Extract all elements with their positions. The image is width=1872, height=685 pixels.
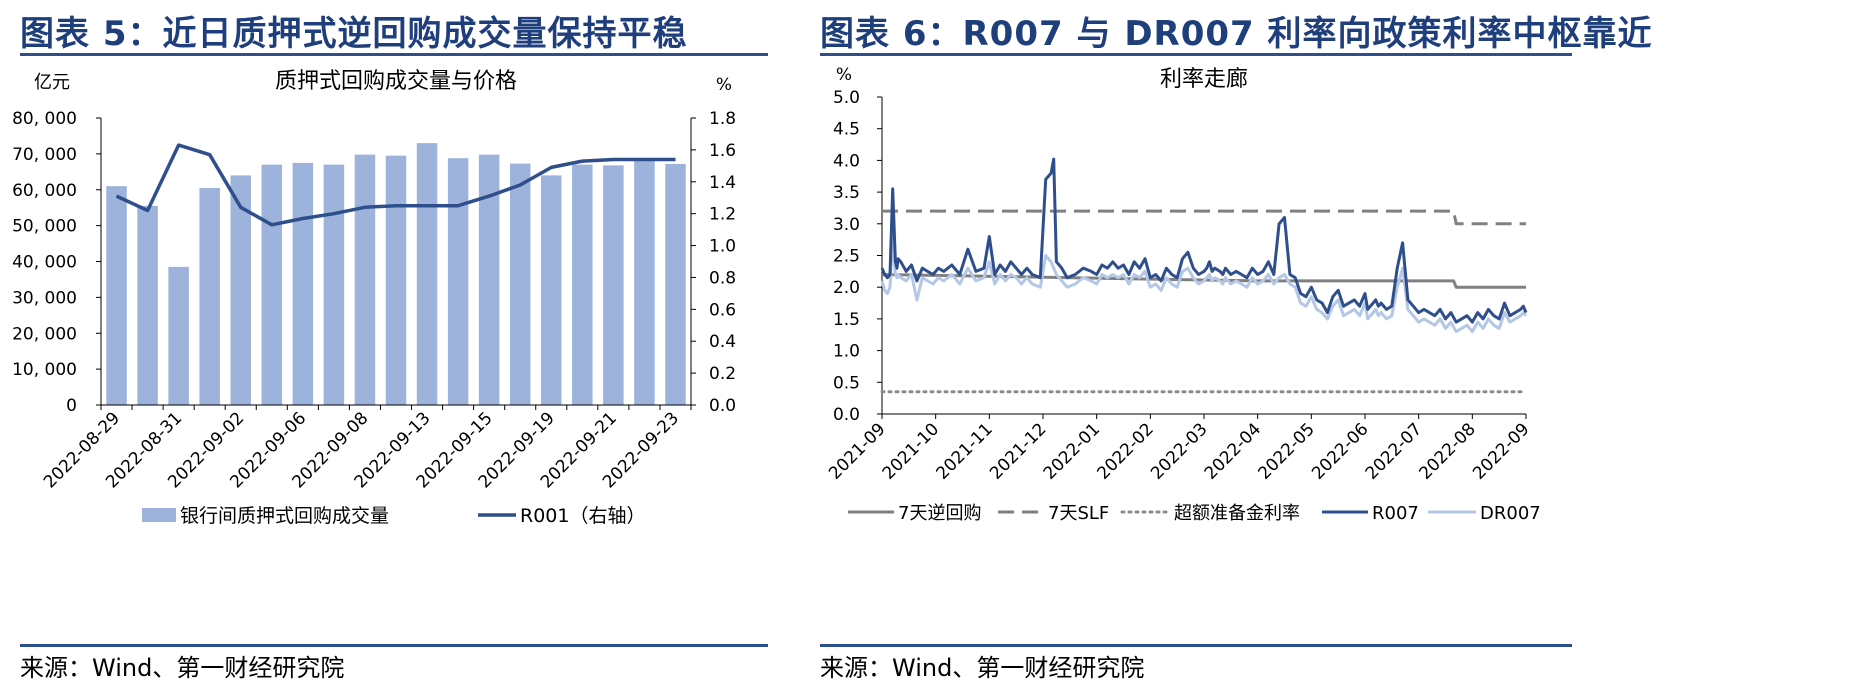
bar-2022-09-02 xyxy=(230,175,251,405)
y-tick-label: 1.5 xyxy=(833,310,860,330)
y-unit: % xyxy=(836,65,852,85)
y-right-unit: % xyxy=(716,75,732,95)
x-tick-label: 2022-03 xyxy=(1147,419,1211,483)
y-tick-label: 2.0 xyxy=(833,278,860,298)
legend-label-excess-reserve-rate: 超额准备金利率 xyxy=(1174,503,1300,524)
y-tick-label: 0.5 xyxy=(833,373,860,393)
bar-2022-09-14 xyxy=(447,158,469,405)
y-tick-label: 4.5 xyxy=(833,120,860,140)
y-left-tick-label: 70, 000 xyxy=(12,145,77,165)
legend-label-reverse-repo-7d: 7天逆回购 xyxy=(898,503,981,524)
legend-label-r007: R007 xyxy=(1372,503,1419,524)
legend-label-volume: 银行间质押式回购成交量 xyxy=(180,505,389,527)
y-right-tick-label: 1.4 xyxy=(709,173,736,193)
y-right-tick-label: 0.2 xyxy=(709,364,736,384)
x-tick-label: 2022-06 xyxy=(1308,419,1372,483)
bar-2022-08-30 xyxy=(137,205,158,405)
series-line-slf-7d xyxy=(882,209,1526,226)
bar-2022-09-13 xyxy=(416,143,438,406)
bar-2022-09-23 xyxy=(665,163,686,405)
x-tick-label: 2022-05 xyxy=(1255,419,1319,483)
legend-label-slf-7d: 7天SLF xyxy=(1048,503,1109,524)
y-right-tick-label: 1.0 xyxy=(709,237,736,257)
bar-2022-08-31 xyxy=(168,266,189,405)
y-left-unit: 亿元 xyxy=(34,72,70,93)
bar-2022-09-22 xyxy=(634,161,655,405)
bar-2022-09-09 xyxy=(385,155,407,405)
y-tick-label: 3.0 xyxy=(833,215,860,235)
y-left-tick-label: 30, 000 xyxy=(12,288,77,308)
x-tick-label: 2021-10 xyxy=(879,419,943,483)
x-tick-label: 2022-02 xyxy=(1094,419,1158,483)
legend-swatch-volume xyxy=(142,508,176,522)
y-tick-label: 2.5 xyxy=(833,247,860,267)
y-right-tick-label: 1.8 xyxy=(709,109,736,129)
right-source-note: 来源：Wind、第一财经研究院 xyxy=(820,654,1145,682)
y-right-tick-label: 0.6 xyxy=(709,300,736,320)
y-left-tick-label: 60, 000 xyxy=(12,181,77,201)
bar-2022-09-01 xyxy=(199,187,220,405)
x-tick-label: 2022-01 xyxy=(1040,419,1104,483)
y-tick-label: 3.5 xyxy=(833,183,860,203)
x-tick-label: 2022-08 xyxy=(1416,419,1480,483)
right-figure-title: 图表 6：R007 与 DR007 利率向政策利率中枢靠近 xyxy=(820,14,1653,54)
chart-title: 质押式回购成交量与价格 xyxy=(275,69,517,94)
x-tick-label: 2022-04 xyxy=(1201,419,1265,483)
right-source-rule xyxy=(820,644,1572,647)
x-tick-label: 2022-07 xyxy=(1362,419,1426,483)
left-figure-panel: 图表 5：近日质押式逆回购成交量保持平稳 质押式回购成交量与价格 亿元% 0 10, … xyxy=(0,0,790,685)
left-source-rule xyxy=(20,644,768,647)
y-left-tick-label: 80, 000 xyxy=(12,109,77,129)
y-right-tick-label: 0.8 xyxy=(709,268,736,288)
series-line-dr007 xyxy=(880,235,1528,334)
x-tick-label: 2021-11 xyxy=(933,419,997,483)
y-tick-label: 4.0 xyxy=(833,151,860,171)
series-line-r001 xyxy=(115,143,676,227)
y-left-tick-label: 10, 000 xyxy=(12,360,77,380)
left-source-note: 来源：Wind、第一财经研究院 xyxy=(20,654,345,682)
volume-price-chart: 质押式回购成交量与价格 亿元 % 0 10, 000 20, 000 30, 000 40, … xyxy=(12,69,736,527)
x-tick-label: 2021-12 xyxy=(986,419,1050,483)
y-left-tick-label: 50, 000 xyxy=(12,217,77,237)
bar-2022-09-06 xyxy=(292,162,314,405)
x-tick-label: 2021-09 xyxy=(825,419,889,483)
y-right-tick-label: 1.2 xyxy=(709,205,736,225)
y-right-tick-label: 0.0 xyxy=(709,396,736,416)
y-tick-label: 0.0 xyxy=(833,405,860,425)
bar-2022-09-08 xyxy=(354,154,376,405)
y-left-tick-label: 0 xyxy=(66,396,77,416)
bar-2022-09-05 xyxy=(261,164,283,405)
bar-2022-08-29 xyxy=(106,186,127,405)
chart-title: 利率走廊 xyxy=(1160,67,1248,92)
x-tick-label: 2022-09 xyxy=(1469,419,1533,483)
bar-2022-09-15 xyxy=(478,154,500,405)
rate-corridor-chart: 利率走廊% 0.0 0.5 1.0 1.5 2.0 2.5 3.0 3.5 4.0 4.5 5.0 20… xyxy=(825,65,1541,524)
y-right-tick-label: 1.6 xyxy=(709,141,736,161)
right-title-rule xyxy=(820,53,1572,56)
bar-2022-09-07 xyxy=(323,164,345,405)
y-tick-label: 5.0 xyxy=(833,88,860,108)
left-figure-title: 图表 5：近日质押式逆回购成交量保持平稳 xyxy=(20,14,688,54)
y-tick-label: 1.0 xyxy=(833,342,860,362)
legend-label-dr007: DR007 xyxy=(1480,503,1541,524)
bar-2022-09-21 xyxy=(603,165,624,405)
bar-2022-09-19 xyxy=(541,175,562,405)
right-figure-panel: 图表 6：R007 与 DR007 利率向政策利率中枢靠近 利率走廊% 0.0 0.… xyxy=(800,0,1872,685)
legend-label-r001: R001（右轴） xyxy=(520,505,645,527)
y-left-tick-label: 20, 000 xyxy=(12,324,77,344)
left-title-rule xyxy=(20,53,768,56)
y-right-tick-label: 0.4 xyxy=(709,332,736,352)
y-left-tick-label: 40, 000 xyxy=(12,253,77,273)
bar-2022-09-20 xyxy=(572,164,593,405)
series-line-r007 xyxy=(880,157,1528,324)
bar-2022-09-16 xyxy=(509,163,531,405)
